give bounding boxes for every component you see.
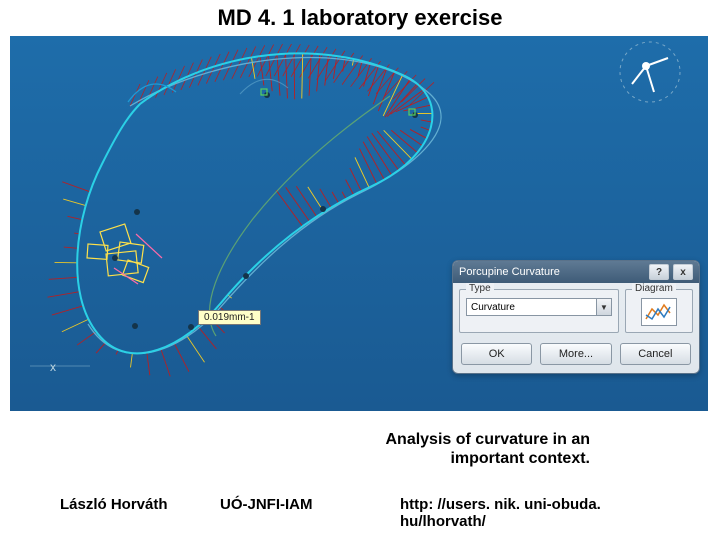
dialog-close-button[interactable]: x — [673, 264, 693, 280]
measure-tooltip: 0.019mm-1 — [198, 310, 261, 325]
footer-url: http: //users. nik. uni-obuda. hu/lhorva… — [360, 496, 680, 530]
slide-caption: Analysis of curvature in an important co… — [0, 430, 700, 468]
diagram-button[interactable] — [641, 298, 677, 326]
type-select-value: Curvature — [471, 302, 596, 313]
footer-affil: UÓ-JNFI-IAM — [220, 496, 360, 530]
dialog-titlebar[interactable]: Porcupine Curvature ? x — [453, 261, 699, 283]
more-button[interactable]: More... — [540, 343, 611, 365]
dialog-title: Porcupine Curvature — [459, 266, 560, 278]
cancel-button[interactable]: Cancel — [620, 343, 691, 365]
slide-footer: László Horváth UÓ-JNFI-IAM http: //users… — [0, 496, 720, 530]
ok-button[interactable]: OK — [461, 343, 532, 365]
cad-viewport[interactable]: 0.019mm-1 x Porcupine Curvature ? x Type… — [10, 36, 708, 411]
chevron-down-icon[interactable]: ▼ — [596, 299, 611, 315]
dialog-help-button[interactable]: ? — [649, 264, 669, 280]
axis-label-x: x — [50, 360, 56, 374]
type-group: Type Curvature ▼ — [459, 289, 619, 333]
type-legend: Type — [466, 283, 494, 294]
porcupine-curvature-dialog[interactable]: Porcupine Curvature ? x Type Curvature ▼… — [452, 260, 700, 374]
type-select[interactable]: Curvature ▼ — [466, 298, 612, 316]
diagram-group: Diagram — [625, 289, 693, 333]
footer-author: László Horváth — [60, 496, 220, 530]
diagram-legend: Diagram — [632, 283, 676, 294]
page-title: MD 4. 1 laboratory exercise — [0, 0, 720, 36]
sparkline-icon — [644, 301, 674, 323]
